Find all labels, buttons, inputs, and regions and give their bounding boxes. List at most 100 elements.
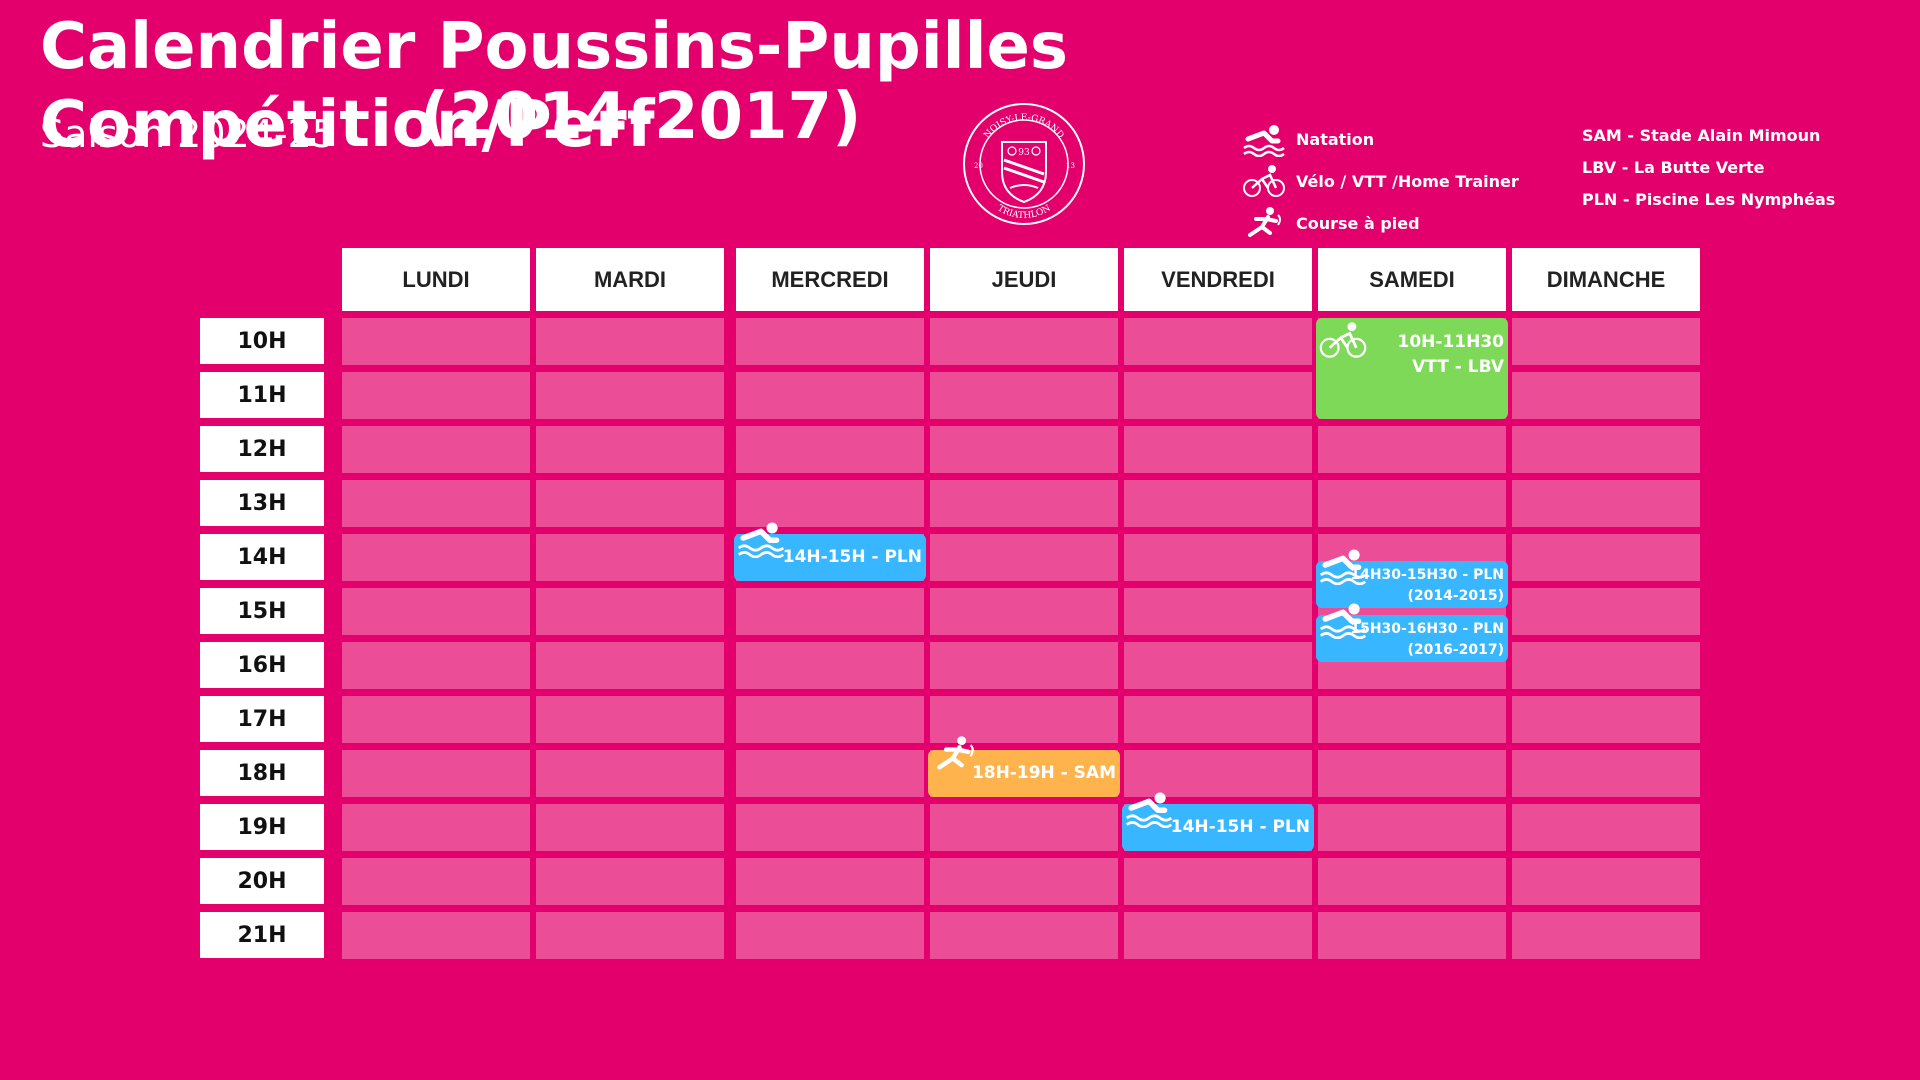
hour-label-12h: 12H	[200, 426, 324, 472]
schedule-cell	[536, 534, 724, 581]
day-header-jeudi: JEUDI	[930, 248, 1118, 311]
event-time: 10H-11H30	[1398, 330, 1504, 355]
schedule-cell	[1318, 750, 1506, 797]
schedule-cell	[342, 534, 530, 581]
event-time: 18H-19H - SAM	[972, 761, 1116, 786]
event-text: 14H-15H - PLN	[1171, 815, 1310, 840]
schedule-cell	[1124, 588, 1312, 635]
places-list: SAM - Stade Alain Mimoun LBV - La Butte …	[1582, 126, 1835, 222]
schedule-cell	[536, 804, 724, 851]
schedule-cell	[930, 588, 1118, 635]
legend: Natation Vélo / VTT /Home Trainer Course…	[1242, 118, 1519, 244]
schedule-cell	[342, 588, 530, 635]
hour-label-17h: 17H	[200, 696, 324, 742]
place-lbv: LBV - La Butte Verte	[1582, 158, 1835, 190]
schedule-cell	[1512, 696, 1700, 743]
club-logo: NOISY-LE-GRAND TRIATHLON 93 20 13	[962, 102, 1086, 226]
schedule-cell	[736, 642, 924, 689]
schedule-cell	[930, 372, 1118, 419]
season-label: Saison 2024-25	[40, 112, 336, 156]
logo-center-text: 93	[1018, 148, 1030, 158]
schedule-cell	[1124, 696, 1312, 743]
logo-left-text: 20	[974, 162, 983, 170]
schedule-cell	[930, 912, 1118, 959]
event-swim[interactable]: 14H-15H - PLN	[1122, 804, 1314, 851]
schedule-cell	[342, 480, 530, 527]
schedule-cell	[736, 588, 924, 635]
schedule-cell	[1124, 912, 1312, 959]
schedule-cell	[1512, 426, 1700, 473]
schedule-cell	[736, 426, 924, 473]
event-text: 14H-15H - PLN	[783, 545, 922, 570]
schedule-cell	[1512, 750, 1700, 797]
place-pln: PLN - Piscine Les Nymphéas	[1582, 190, 1835, 222]
hour-label-20h: 20H	[200, 858, 324, 904]
schedule-cell	[536, 426, 724, 473]
event-bike[interactable]: 10H-11H30 VTT - LBV	[1316, 318, 1508, 419]
event-run[interactable]: 18H-19H - SAM	[928, 750, 1120, 797]
schedule-cell	[930, 858, 1118, 905]
schedule-cell	[736, 318, 924, 365]
hour-label-18h: 18H	[200, 750, 324, 796]
schedule-cell	[342, 804, 530, 851]
schedule-cell	[342, 858, 530, 905]
schedule-cell	[342, 318, 530, 365]
schedule-cell	[536, 912, 724, 959]
schedule-cell	[930, 426, 1118, 473]
schedule-cell	[736, 696, 924, 743]
schedule-cell	[342, 372, 530, 419]
schedule-cell	[736, 804, 924, 851]
hour-label-14h: 14H	[200, 534, 324, 580]
schedule-cell	[342, 642, 530, 689]
schedule-cell	[736, 750, 924, 797]
day-header-dimanche: DIMANCHE	[1512, 248, 1700, 311]
logo-right-text: 13	[1066, 162, 1075, 170]
day-header-mercredi: MERCREDI	[736, 248, 924, 311]
schedule-cell	[1512, 858, 1700, 905]
schedule-cell	[342, 912, 530, 959]
schedule-cell	[1318, 804, 1506, 851]
schedule-cell	[736, 372, 924, 419]
schedule-cell	[930, 480, 1118, 527]
schedule-cell	[1512, 912, 1700, 959]
schedule-cell	[1124, 318, 1312, 365]
event-detail: (2014-2015)	[1350, 586, 1504, 607]
schedule-cell	[930, 534, 1118, 581]
event-time: 14H-15H - PLN	[1171, 815, 1310, 840]
hour-label-21h: 21H	[200, 912, 324, 958]
schedule-cell	[736, 912, 924, 959]
schedule-cell	[1124, 534, 1312, 581]
legend-label-swim: Natation	[1296, 130, 1374, 149]
schedule-cell	[536, 318, 724, 365]
schedule-cell	[342, 426, 530, 473]
schedule-cell	[1512, 534, 1700, 581]
schedule-cell	[1512, 588, 1700, 635]
place-sam: SAM - Stade Alain Mimoun	[1582, 126, 1835, 158]
legend-item-swim: Natation	[1242, 118, 1519, 160]
event-text: 15H30-16H30 - PLN (2016-2017)	[1350, 619, 1504, 661]
day-header-mardi: MARDI	[536, 248, 724, 311]
schedule-cell	[1124, 858, 1312, 905]
event-swim[interactable]: 14H-15H - PLN	[734, 534, 926, 581]
schedule-cell	[1318, 858, 1506, 905]
hour-label-10h: 10H	[200, 318, 324, 364]
schedule-cell	[930, 642, 1118, 689]
legend-item-bike: Vélo / VTT /Home Trainer	[1242, 160, 1519, 202]
schedule-cell	[1124, 372, 1312, 419]
bike-icon	[1242, 163, 1286, 199]
event-detail: VTT - LBV	[1398, 355, 1504, 380]
schedule-cell	[930, 318, 1118, 365]
event-text: 14H30-15H30 - PLN (2014-2015)	[1350, 565, 1504, 607]
schedule-cell	[1318, 426, 1506, 473]
hour-label-19h: 19H	[200, 804, 324, 850]
swim-icon	[1124, 788, 1174, 828]
schedule-cell	[1318, 912, 1506, 959]
event-swim[interactable]: 15H30-16H30 - PLN (2016-2017)	[1316, 615, 1508, 662]
swim-icon	[736, 518, 786, 558]
schedule-cell	[536, 696, 724, 743]
day-header-samedi: SAMEDI	[1318, 248, 1506, 311]
schedule-cell	[536, 642, 724, 689]
event-detail: (2016-2017)	[1350, 640, 1504, 661]
schedule-cell	[930, 804, 1118, 851]
schedule-cell	[536, 858, 724, 905]
